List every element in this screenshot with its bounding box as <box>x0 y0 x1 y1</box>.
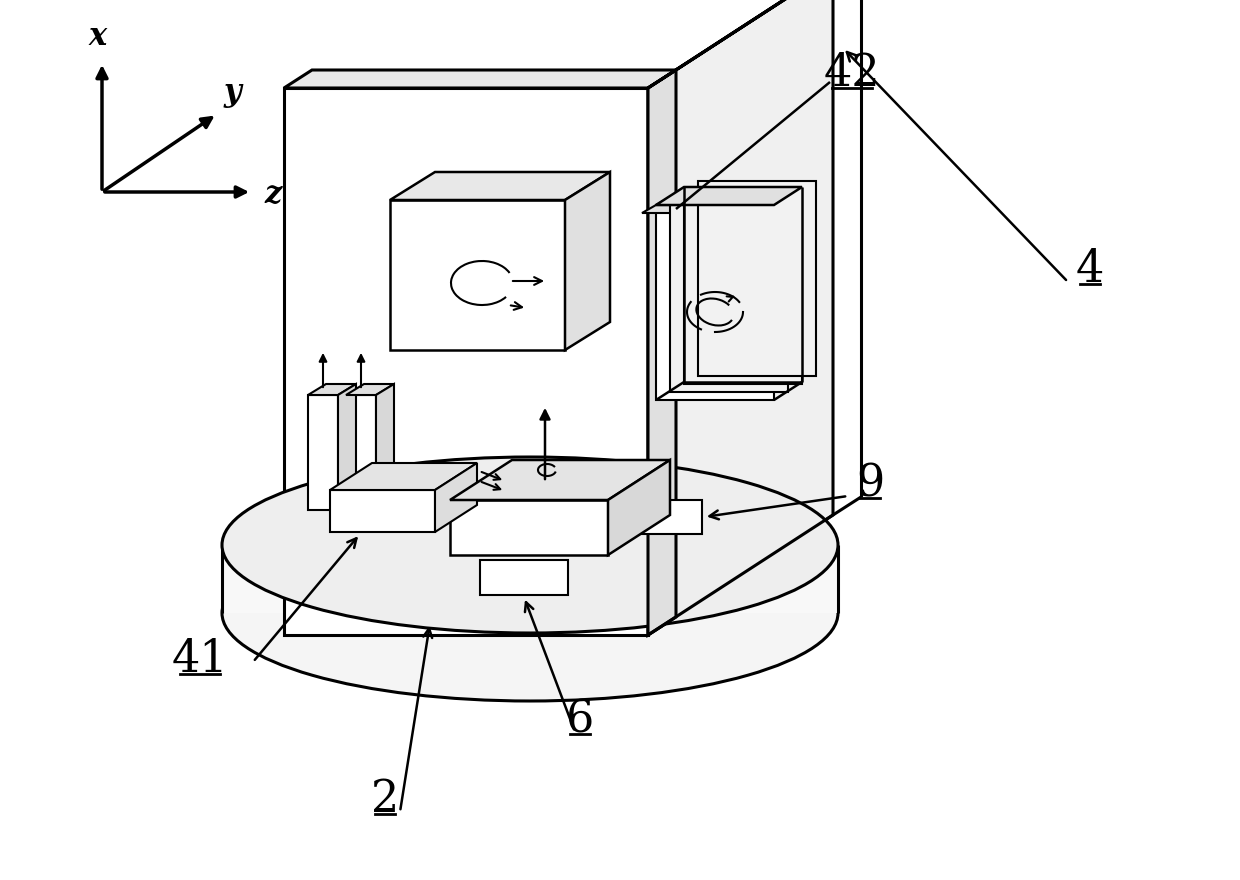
Polygon shape <box>656 197 787 205</box>
Polygon shape <box>339 384 356 510</box>
Polygon shape <box>649 0 833 635</box>
Ellipse shape <box>222 525 838 701</box>
Text: x: x <box>89 21 107 52</box>
Text: z: z <box>264 179 281 209</box>
Polygon shape <box>346 395 376 510</box>
Polygon shape <box>656 205 774 400</box>
Polygon shape <box>649 0 861 88</box>
Polygon shape <box>565 172 610 350</box>
Polygon shape <box>346 384 394 395</box>
Polygon shape <box>330 490 435 532</box>
Text: 41: 41 <box>171 638 228 681</box>
Polygon shape <box>649 70 676 635</box>
Polygon shape <box>684 189 802 384</box>
Polygon shape <box>670 189 802 197</box>
Polygon shape <box>330 463 477 490</box>
Polygon shape <box>670 197 787 392</box>
Polygon shape <box>480 560 568 595</box>
Text: 4: 4 <box>1076 248 1104 291</box>
Polygon shape <box>642 205 774 213</box>
Polygon shape <box>308 384 356 395</box>
Polygon shape <box>222 545 838 613</box>
Text: 9: 9 <box>856 462 884 505</box>
Polygon shape <box>620 500 702 534</box>
Ellipse shape <box>222 457 838 633</box>
Polygon shape <box>435 463 477 532</box>
Polygon shape <box>450 500 608 555</box>
Polygon shape <box>450 460 670 500</box>
Text: y: y <box>224 77 242 108</box>
Polygon shape <box>608 460 670 555</box>
Polygon shape <box>698 181 816 376</box>
Text: 2: 2 <box>371 778 399 821</box>
Text: 6: 6 <box>565 698 594 741</box>
Polygon shape <box>308 395 339 510</box>
Polygon shape <box>284 70 676 88</box>
Polygon shape <box>391 200 565 350</box>
Polygon shape <box>376 384 394 510</box>
Polygon shape <box>656 187 802 205</box>
Polygon shape <box>391 172 610 200</box>
Polygon shape <box>284 88 649 635</box>
Text: 42: 42 <box>823 52 880 95</box>
